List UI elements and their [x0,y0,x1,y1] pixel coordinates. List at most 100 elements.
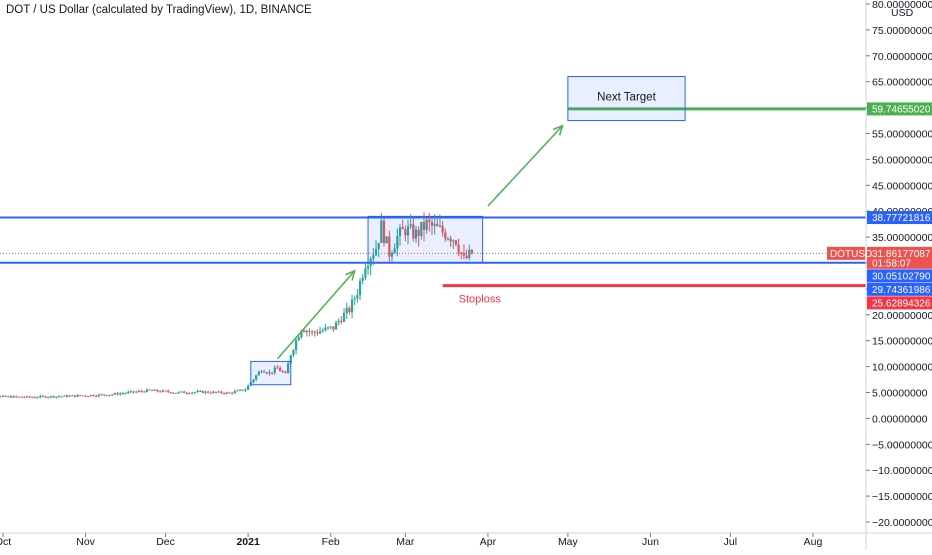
y-tick-label: 5.00000000 [872,388,928,400]
price-tag: 59.74655020 [867,102,932,116]
y-tick-label: 65.00000000 [872,77,932,89]
candle-body [356,295,359,299]
candle-body [353,298,356,300]
candle-body [196,391,199,393]
candle-body [63,395,66,397]
candle-body [65,395,69,397]
candle-body [321,330,324,332]
consolidation-box-small[interactable] [250,360,292,386]
candle-body [297,337,300,341]
candle-body [212,391,215,394]
candle-body [100,394,103,396]
candle-body [20,396,23,398]
candle-body [193,392,196,394]
candle-body [191,392,194,394]
candle-body [406,226,410,236]
price-tag: 25.62894326 [867,296,932,310]
y-tick-label: −10.00000000 [872,465,932,477]
candle-body [364,268,367,278]
price-tag-value: 59.74655020 [872,104,931,115]
price-tag-countdown: 01:58:07 [872,258,911,269]
candle-body [294,340,298,350]
candle-body [185,392,188,394]
y-tick-label: −15.00000000 [872,491,932,503]
consolidation-box-large[interactable] [367,215,484,264]
candle-body [260,371,263,373]
chart-title: DOT / US Dollar (calculated by TradingVi… [6,4,312,16]
candle-body [460,252,463,254]
candle-body [135,391,138,393]
candle-body [393,248,396,254]
candle-body [273,367,276,373]
y-tick-label: 75.00000000 [872,25,932,37]
candle-body [0,396,2,398]
candle-body [404,229,407,236]
trend-arrow-2[interactable] [487,125,564,207]
y-tick-label: 10.00000000 [872,362,932,374]
candle-body [103,394,106,396]
candle-body [430,221,434,226]
candle-body [462,253,466,256]
next-target-label: Next Target [597,92,656,104]
candle-body [332,326,335,330]
price-tag-value: 38.77721816 [872,213,931,224]
candle-body [23,397,26,399]
candle-body [255,375,258,380]
candle-body [345,307,348,313]
candle-body [372,255,375,259]
candle-body [454,240,458,245]
candle-body [340,320,343,322]
x-tick-label: Nov [76,536,95,548]
candle-body [244,389,247,391]
x-tick-label: Feb [322,536,340,548]
candle-body [398,227,402,237]
y-tick-label: 20.00000000 [872,310,932,322]
candle-body [177,391,180,393]
candle-body [380,220,383,243]
trend-arrow-1-head [345,269,356,281]
candle-body [239,389,242,391]
candle-body [25,396,29,398]
candle-body [159,391,162,393]
price-tag-value: 25.62894326 [872,298,931,309]
candle-body [1,395,5,397]
candle-body [465,255,468,258]
candle-body [36,397,39,399]
candle-body [175,392,178,394]
y-tick-label: 45.00000000 [872,180,932,192]
stoploss-label: Stoploss [459,294,502,306]
candle-body [385,236,388,244]
x-tick-label: Mar [396,536,415,548]
candle-body [153,389,156,391]
candle-body [425,219,428,230]
candle-body [31,397,34,399]
next-target-box[interactable] [567,76,686,122]
candle-body [329,326,332,328]
candle-body [358,280,362,296]
candle-body [81,395,85,397]
candle-body [468,249,471,258]
candle-body [60,396,63,398]
candle-body [145,389,148,393]
x-tick-label: 2021 [236,536,260,548]
trend-arrow-1[interactable] [276,270,356,360]
y-tick-label: 0.00000000 [872,413,928,425]
candle-body [284,372,287,374]
candle-body [324,327,327,331]
candle-body [188,393,191,395]
candle-body [105,395,109,397]
candle-body [310,331,314,333]
candle-body [71,395,74,397]
candle-body [276,367,279,369]
candle-body [169,392,172,394]
candle-body [233,391,236,394]
candle-body [172,392,175,394]
candle-body [108,394,111,396]
candle-body [15,396,18,398]
candle-body [39,395,42,398]
x-tick-label: Oct [0,536,11,548]
candle-body [257,371,260,376]
